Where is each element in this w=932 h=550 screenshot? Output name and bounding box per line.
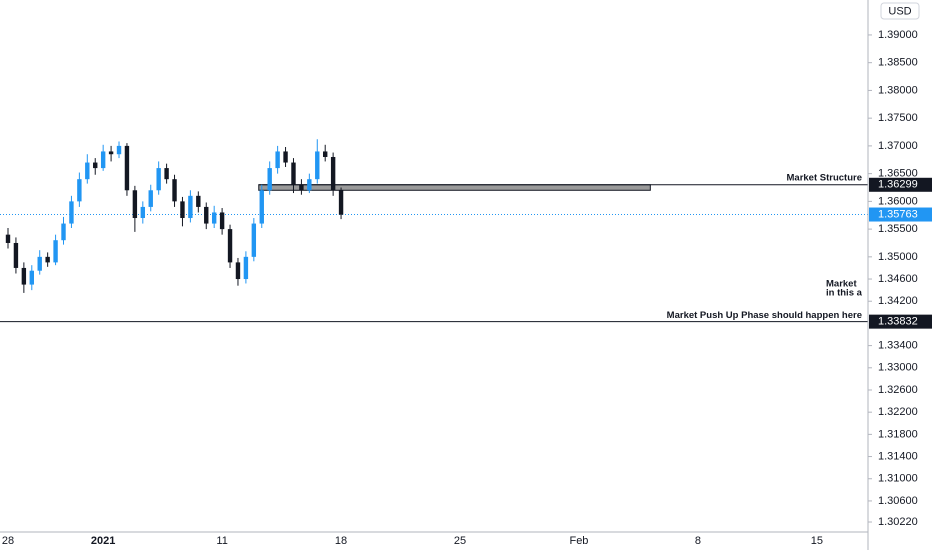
y-tick-label: 1.34200 <box>878 295 918 307</box>
candle-body <box>172 179 177 202</box>
candle-body <box>5 234 11 243</box>
candle-body <box>124 145 130 191</box>
y-tick-label: 1.31800 <box>878 428 918 440</box>
x-tick-label: 8 <box>695 535 701 547</box>
x-tick-label: Feb <box>569 535 588 547</box>
candle-body <box>93 162 98 169</box>
candle-body <box>61 223 66 241</box>
level-text: Market Push Up Phase should happen here <box>667 310 862 321</box>
candle-body <box>85 162 90 180</box>
y-tick-label: 1.32200 <box>878 406 918 418</box>
note: in this a <box>826 288 863 299</box>
candle-body <box>140 206 146 219</box>
level-price-box <box>869 314 932 329</box>
x-tick-label: 18 <box>335 535 347 547</box>
last-price-label: 1.35763 <box>878 208 918 220</box>
candle-body <box>29 270 34 285</box>
candle-body <box>148 190 153 207</box>
candle-body <box>53 240 58 263</box>
y-tick-label: 1.36500 <box>878 168 918 180</box>
y-tick-label: 1.30600 <box>878 495 918 507</box>
x-tick-label: 11 <box>216 535 227 547</box>
candle-body <box>323 151 328 157</box>
candle-body <box>37 256 42 271</box>
candle-body <box>156 168 161 191</box>
x-tick-label: 15 <box>811 535 823 547</box>
y-tick-label: 1.33000 <box>878 362 918 374</box>
candle-body <box>13 242 19 268</box>
candle-body <box>188 195 193 219</box>
candle-body <box>251 223 257 257</box>
candle-body <box>196 195 201 207</box>
y-tick-label: 1.37000 <box>878 140 918 152</box>
currency[interactable]: USD <box>888 5 911 17</box>
candle-body <box>235 262 241 280</box>
candle-body <box>116 145 122 155</box>
candle-body <box>204 206 209 224</box>
x-tick-label: 25 <box>454 535 466 547</box>
x-tick-label: 28 <box>2 535 14 547</box>
candle-body <box>330 156 336 191</box>
x-tick-label: 2021 <box>91 535 115 547</box>
y-tick-label: 1.39000 <box>878 29 918 41</box>
candle-body <box>338 190 344 215</box>
candle-body <box>21 267 27 285</box>
y-tick-label: 1.31400 <box>878 450 918 462</box>
candle-body <box>307 179 312 191</box>
candle-body <box>132 190 138 219</box>
y-tick-label: 1.38500 <box>878 57 918 69</box>
price-axis: 1.39000 1.38500 1.38000 1.37500 1.37000 1.365… <box>868 29 932 528</box>
level-price-label: 1.36299 <box>878 179 918 191</box>
level-text: Market Structure <box>787 172 863 183</box>
note: Market <box>826 279 857 290</box>
candle-body <box>219 212 225 230</box>
level-price-box <box>869 177 932 192</box>
y-tick-label: 1.36000 <box>878 195 918 207</box>
y-tick-label: 1.30220 <box>878 516 918 528</box>
y-tick-label: 1.38000 <box>878 84 918 96</box>
y-tick-label: 1.33400 <box>878 340 918 352</box>
candle-body <box>45 256 50 263</box>
candle-body <box>164 168 169 180</box>
candle-body <box>243 256 249 280</box>
candle-body <box>100 151 106 169</box>
candle-body <box>267 168 272 191</box>
currency-box[interactable] <box>880 2 920 20</box>
candle-body <box>291 162 296 185</box>
y-tick-label: 1.31000 <box>878 473 918 485</box>
candle-body <box>275 151 280 169</box>
candle-body <box>69 201 74 224</box>
candle-body <box>283 151 288 163</box>
candle-body <box>299 184 304 191</box>
last-price-box <box>869 207 932 222</box>
y-tick-label: 1.34600 <box>878 273 918 285</box>
y-tick-label: 1.35000 <box>878 251 918 263</box>
candle-body <box>108 151 114 155</box>
y-tick-label: 1.35500 <box>878 223 918 235</box>
zone <box>258 184 651 191</box>
y-tick-label: 1.37500 <box>878 112 918 124</box>
candle-body <box>211 212 217 224</box>
candle-body <box>180 201 185 219</box>
candle-body <box>259 190 264 224</box>
y-tick-label: 1.32600 <box>878 384 918 396</box>
candle-body <box>77 179 82 202</box>
level-price-label: 1.33832 <box>878 316 918 328</box>
candle-body <box>315 151 320 180</box>
candle-body <box>227 229 233 263</box>
